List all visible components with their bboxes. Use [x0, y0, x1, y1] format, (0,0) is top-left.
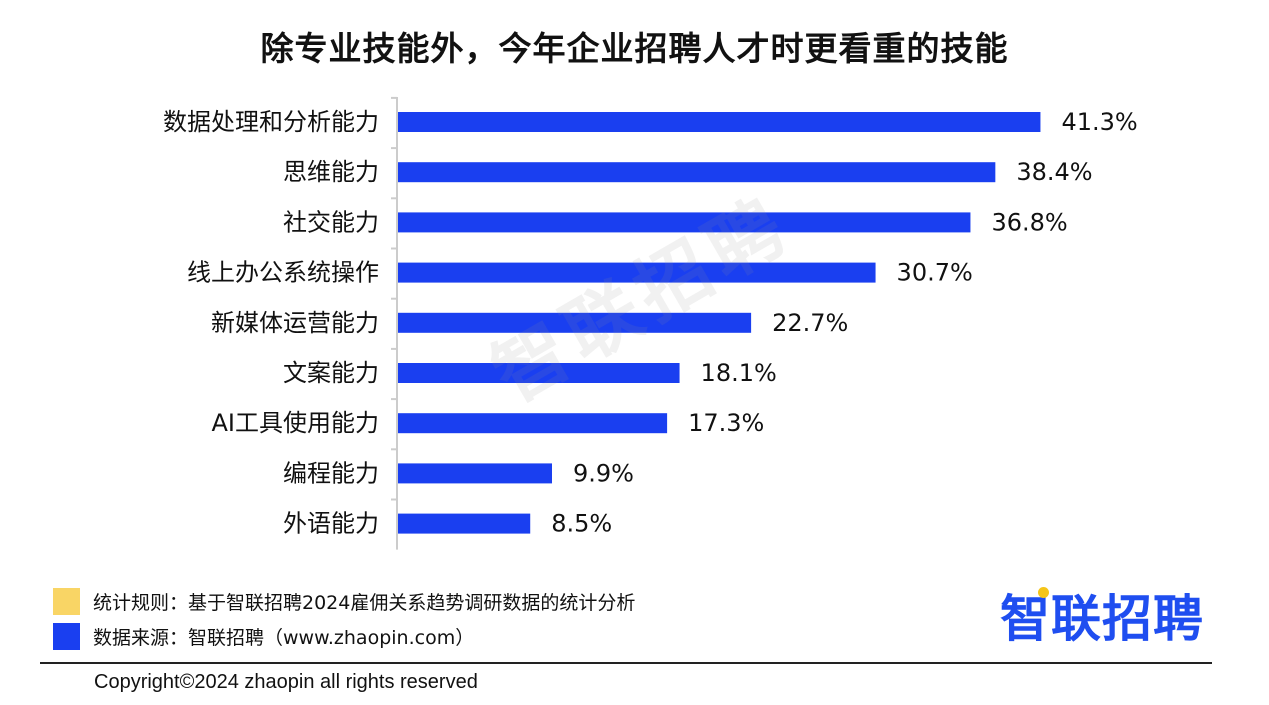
category-label: 社交能力 [283, 208, 379, 236]
value-label: 8.5% [551, 510, 612, 538]
category-label: 数据处理和分析能力 [163, 108, 379, 136]
value-label: 36.8% [991, 208, 1067, 236]
category-label: 编程能力 [283, 459, 379, 487]
copyright-text: Copyright©2024 zhaopin all rights reserv… [94, 671, 478, 693]
bar [398, 162, 996, 183]
legend-source-text: 数据来源：智联招聘（www.zhaopin.com） [93, 626, 475, 649]
bar [398, 312, 752, 333]
brand-logo: 智联招聘 [1000, 583, 1215, 648]
value-label: 22.7% [772, 309, 848, 337]
category-label: 外语能力 [283, 510, 379, 538]
value-label: 9.9% [573, 459, 634, 487]
category-label: 新媒体运营能力 [211, 309, 379, 337]
chart-title: 除专业技能外，今年企业招聘人才时更看重的技能 [260, 29, 1009, 68]
bar [398, 513, 531, 534]
bar [398, 212, 971, 233]
legend-rule-text: 统计规则：基于智联招聘2024雇佣关系趋势调研数据的统计分析 [93, 591, 636, 614]
bar [398, 262, 876, 283]
bar [398, 413, 668, 434]
brand-logo-dot [1038, 587, 1049, 598]
category-label: 线上办公系统操作 [187, 259, 379, 287]
bar-chart: 数据处理和分析能力 41.3% 思维能力 38.4% 社交能力 36.8% 线上办公系统操作… [163, 96, 1138, 550]
value-label: 17.3% [688, 409, 764, 437]
value-label: 18.1% [701, 359, 777, 387]
bar [398, 463, 552, 484]
legend-source: 数据来源：智联招聘（www.zhaopin.com） [53, 622, 474, 650]
value-label: 38.4% [1016, 158, 1092, 186]
bar [398, 363, 680, 383]
footer-divider [40, 662, 1212, 664]
value-label: 41.3% [1061, 108, 1137, 136]
value-label: 30.7% [897, 259, 973, 287]
category-label: AI工具使用能力 [212, 409, 380, 437]
category-label: 思维能力 [283, 158, 379, 186]
bar [398, 112, 1041, 132]
legend-source-swatch [53, 622, 80, 650]
category-label: 文案能力 [283, 359, 379, 387]
brand-logo-text: 智联招聘 [1000, 590, 1204, 648]
legend-rule: 统计规则：基于智联招聘2024雇佣关系趋势调研数据的统计分析 [53, 587, 635, 615]
legend-rule-swatch [53, 587, 80, 615]
